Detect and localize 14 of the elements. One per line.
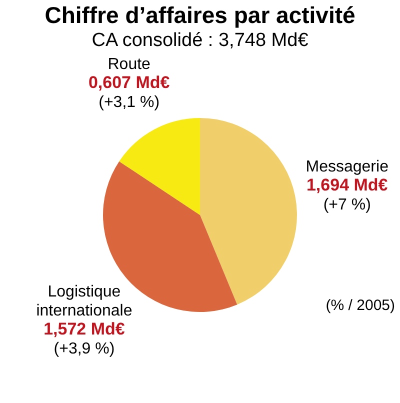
text: (+3,1 %) — [98, 94, 160, 111]
text: (% / 2005) — [326, 297, 395, 314]
data-label: 0,607 Md€ — [88, 72, 170, 92]
text: (+3,9 %) — [54, 340, 115, 358]
slice-label: Messagerie — [306, 158, 389, 176]
data-label: 1,572 Md€ — [44, 319, 126, 338]
data-label: 1,694 Md€ — [306, 176, 388, 195]
chart-title: Chiffre d’affaires par activité — [44, 2, 356, 28]
text: (+7 %) — [323, 196, 371, 214]
pie-slice — [200, 118, 297, 305]
slice-label: Logistique internationale — [36, 283, 132, 320]
chart-subtitle: CA consolidé : 3,748 Md€ — [92, 30, 309, 51]
pie-slice — [119, 118, 200, 215]
slice-label: Route — [108, 56, 151, 73]
